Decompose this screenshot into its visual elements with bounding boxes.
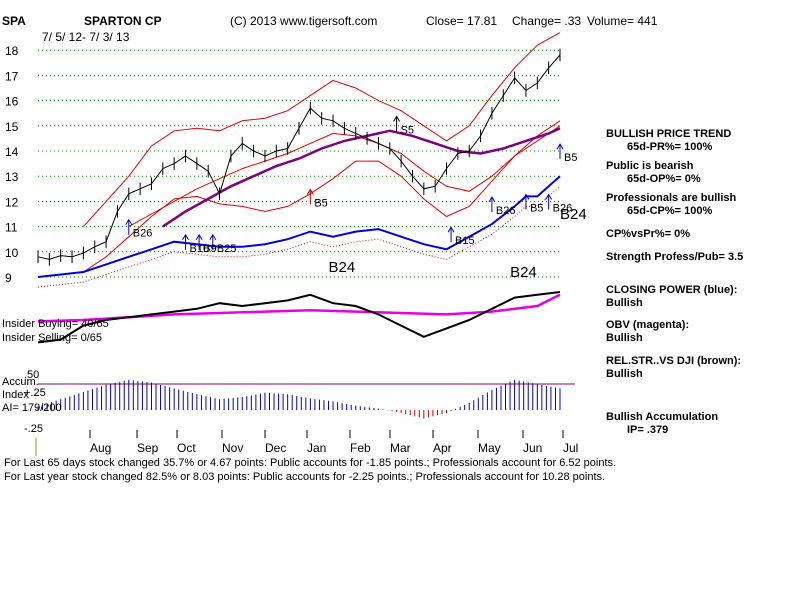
strength-ratio: Strength Profess/Pub= 3.5 (606, 251, 744, 263)
copyright: (C) 2013 www.tigersoft.com (230, 14, 378, 28)
month-label-Aug: Aug (90, 441, 111, 455)
price-tick-12: 12 (5, 195, 19, 209)
signal-arrowhead (393, 115, 401, 122)
month-label-Feb: Feb (350, 441, 371, 455)
month-label-Dec: Dec (265, 441, 286, 455)
month-label-Apr: Apr (433, 441, 452, 455)
inner-band-line (128, 125, 561, 228)
ticker: SPA (2, 14, 26, 28)
chart-series (37, 32, 561, 419)
date-range: 7/ 5/ 12- 7/ 3/ 13 (42, 30, 130, 44)
signal-arrowhead (195, 233, 203, 241)
price-tick-10: 10 (5, 246, 19, 260)
closing-power-value: Bullish (606, 297, 643, 309)
price-tick-14: 14 (5, 145, 19, 159)
signal-label-B26: B26 (553, 202, 573, 214)
company-name: SPARTON CP (84, 14, 162, 28)
price-tick-17: 17 (5, 69, 19, 83)
signal-label-S5: S5 (401, 124, 414, 136)
price-gridlines (38, 49, 575, 385)
annotation-1: B24 (510, 264, 537, 281)
insider-selling: Insider Selling= 0/65 (2, 332, 102, 344)
closing-power-ma (37, 185, 561, 288)
ip-value: IP= .379 (627, 424, 669, 436)
signal-arrowhead (209, 233, 217, 241)
signal-arrowhead (522, 193, 530, 200)
footer-year: For Last year stock changed 82.5% or 8.0… (4, 471, 606, 483)
price-line (37, 54, 561, 260)
price-tick-11: 11 (5, 221, 18, 235)
professionals-status: Professionals are bullish (606, 192, 737, 204)
accum-tick-2: -.25 (24, 423, 43, 435)
signal-label-B26: B26 (496, 205, 516, 217)
close-value: Close= 17.81 (426, 14, 498, 28)
annotation-2: B24 (560, 206, 587, 223)
pr-percent: 65d-PR%= 100% (627, 141, 713, 153)
price-axis: 9 10 11 12 13 14 15 16 17 18 .50 +.25 -.25 (5, 44, 46, 435)
signal-label-B9: B9 (203, 243, 216, 255)
signal-arrowhead (545, 193, 553, 200)
signal-arrowhead (556, 143, 564, 150)
signal-arrowhead (447, 226, 455, 233)
relstr-line (37, 291, 561, 344)
accum-tick-1: +.25 (24, 387, 46, 399)
cp-percent: 65d-CP%= 100% (627, 205, 713, 217)
month-label-Mar: Mar (390, 441, 411, 455)
price-tick-9: 9 (5, 271, 12, 285)
month-label-Nov: Nov (222, 441, 243, 455)
month-label-Jul: Jul (563, 441, 578, 455)
relstr-label: REL.STR..VS DJI (brown): (606, 355, 742, 367)
signal-label-B5: B5 (314, 197, 327, 209)
month-label-Oct: Oct (177, 441, 196, 455)
insider-buying: Insider Buying= 40/65 (2, 318, 109, 330)
price-tick-16: 16 (5, 95, 19, 109)
signal-label-B5: B5 (530, 202, 543, 214)
month-label-Sep: Sep (137, 441, 159, 455)
obv-label: OBV (magenta): (606, 319, 690, 331)
signal-arrowhead (488, 196, 496, 203)
price-tick-13: 13 (5, 170, 19, 184)
signal-arrowhead (125, 218, 133, 225)
cp-vs-pr: CP%vsPr%= 0% (606, 228, 691, 240)
index-label: Index (2, 389, 29, 401)
month-label-Jun: Jun (523, 441, 542, 455)
closing-power-line (37, 175, 561, 278)
signal-label-B25: B25 (217, 243, 237, 255)
price-tick-15: 15 (5, 120, 19, 134)
accum-tick-0: .50 (24, 369, 39, 381)
closing-power-label: CLOSING POWER (blue): (606, 284, 738, 296)
change-value: Change= .33 (512, 14, 582, 28)
obv-line (37, 293, 561, 323)
ai-value: AI= 179/200 (2, 402, 62, 414)
relstr-value: Bullish (606, 368, 643, 380)
public-status: Public is bearish (606, 160, 694, 172)
trend-title: BULLISH PRICE TREND (606, 128, 732, 140)
price-tick-18: 18 (5, 44, 19, 58)
volume-value: Volume= 441 (587, 14, 658, 28)
month-label-Jan: Jan (307, 441, 326, 455)
signal-label-B15: B15 (455, 235, 475, 247)
obv-value: Bullish (606, 332, 643, 344)
month-axis: Aug Sep Oct Nov Dec Jan Feb Mar Apr May Jun Jul (35, 430, 578, 456)
signal-arrowhead (182, 233, 189, 241)
signal-arrowhead (306, 188, 314, 195)
month-label-May: May (478, 441, 501, 455)
signal-label-B5: B5 (564, 152, 577, 164)
annotation-0: B24 (329, 259, 356, 276)
signal-label-B26: B26 (133, 228, 153, 240)
footer-65-day: For Last 65 days stock changed 35.7% or … (4, 457, 617, 469)
accum-label: Accum. (2, 376, 39, 388)
op-percent: 65d-OP%= 0% (627, 173, 701, 185)
accumulation-label: Bullish Accumulation (606, 411, 719, 423)
upper-band-line (83, 32, 561, 227)
